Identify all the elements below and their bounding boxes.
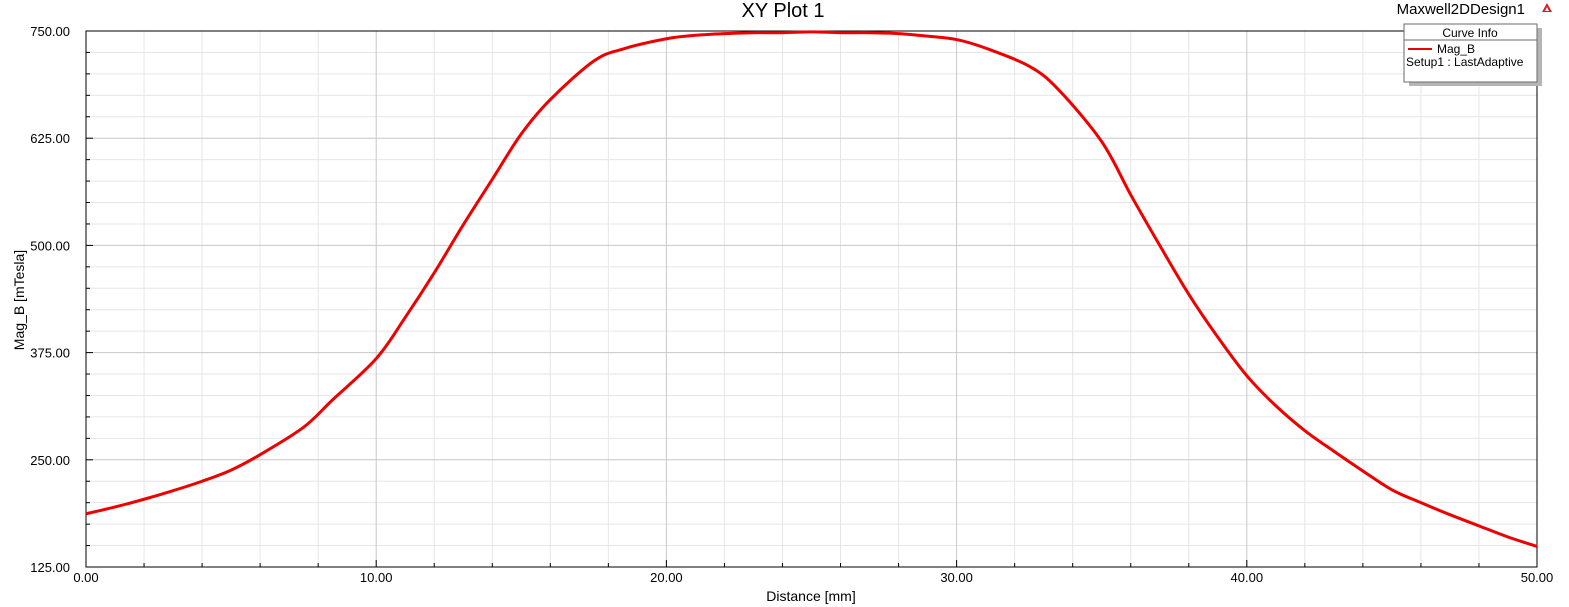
y-tick-label: 625.00	[30, 131, 70, 146]
y-tick-label: 375.00	[30, 346, 70, 361]
plot-frame	[85, 30, 1538, 568]
y-tick-label: 750.00	[30, 24, 70, 39]
design-name: Maxwell2DDesign1	[1397, 1, 1525, 18]
legend-entry-setup: Setup1 : LastAdaptive	[1406, 55, 1524, 69]
legend-entry-name: Mag_B	[1437, 42, 1475, 56]
y-tick-label: 125.00	[30, 560, 70, 575]
x-tick-label: 0.00	[73, 570, 98, 585]
x-tick-label: 50.00	[1521, 570, 1554, 585]
x-tick-label: 20.00	[650, 570, 683, 585]
axis-ticks	[85, 30, 1538, 568]
legend-header: Curve Info	[1442, 26, 1498, 40]
major-grid	[85, 30, 1538, 568]
series-line-mag-b	[85, 30, 1538, 548]
ansys-logo-icon	[1542, 3, 1552, 12]
y-tick-labels: 125.00 250.00 375.00 500.00 625.00 750.00	[30, 24, 70, 575]
x-tick-labels: 0.00 10.00 20.00 30.00 40.00 50.00	[73, 570, 1553, 585]
x-axis-title: Distance [mm]	[766, 588, 855, 604]
x-tick-label: 10.00	[360, 570, 393, 585]
legend-box[interactable]: Curve Info Mag_B Setup1 : LastAdaptive	[1403, 23, 1542, 86]
x-tick-label: 30.00	[940, 570, 973, 585]
x-tick-label: 40.00	[1231, 570, 1264, 585]
y-tick-label: 250.00	[30, 453, 70, 468]
y-tick-label: 500.00	[30, 238, 70, 253]
minor-grid	[86, 31, 1537, 567]
chart-title: XY Plot 1	[741, 0, 824, 22]
y-axis-title: Mag_B [mTesla]	[11, 250, 27, 350]
